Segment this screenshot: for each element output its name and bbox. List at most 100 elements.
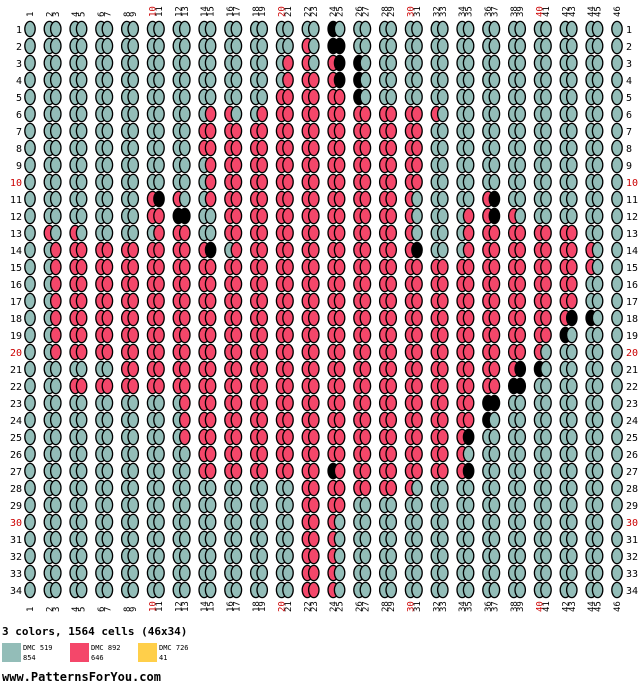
bead <box>127 241 140 259</box>
bead <box>204 513 217 531</box>
bead <box>333 241 346 259</box>
bead <box>75 309 88 327</box>
bead <box>49 156 62 174</box>
row-number-right: 18 <box>626 314 638 325</box>
bead <box>514 547 527 565</box>
bead <box>101 190 114 208</box>
bead <box>24 394 36 412</box>
bead <box>178 122 191 140</box>
bead <box>178 71 191 89</box>
row-number-right: 5 <box>626 93 632 104</box>
column-number-bottom: 13 <box>181 601 191 612</box>
bead <box>591 54 604 72</box>
bead <box>282 479 294 497</box>
bead <box>24 20 36 38</box>
bead <box>591 479 604 497</box>
bead <box>565 479 578 497</box>
bead <box>333 37 346 55</box>
bead <box>488 71 501 89</box>
bead <box>178 394 191 412</box>
column-number-bottom: 39 <box>516 601 526 612</box>
bead <box>204 292 217 310</box>
bead <box>540 292 552 310</box>
bead <box>178 241 191 259</box>
bead <box>591 105 604 123</box>
bead <box>204 564 217 582</box>
row-number-left: 11 <box>10 195 22 206</box>
bead <box>436 428 449 446</box>
bead <box>282 190 294 208</box>
bead <box>436 20 449 38</box>
bead <box>256 394 269 412</box>
bead <box>565 258 578 276</box>
bead <box>24 37 36 55</box>
bead <box>204 20 217 38</box>
bead <box>359 241 372 259</box>
bead <box>611 547 623 565</box>
bead <box>256 547 269 565</box>
bead <box>514 343 527 361</box>
bead <box>153 88 165 106</box>
bead <box>127 326 140 344</box>
bead <box>385 224 398 242</box>
bead <box>411 445 423 463</box>
bead <box>359 547 372 565</box>
bead <box>385 343 398 361</box>
bead <box>488 394 501 412</box>
bead <box>385 496 398 514</box>
bead <box>591 292 604 310</box>
bead <box>101 411 114 429</box>
row-number-right: 4 <box>626 76 632 87</box>
bead <box>282 275 294 293</box>
bead <box>282 377 294 395</box>
bead <box>230 496 243 514</box>
bead <box>462 207 475 225</box>
bead <box>591 394 604 412</box>
bead <box>24 54 36 72</box>
bead <box>333 105 346 123</box>
bead <box>153 207 165 225</box>
bead <box>540 394 552 412</box>
thread-code: DMC 519 <box>23 644 53 652</box>
bead <box>24 513 36 531</box>
bead <box>127 462 140 480</box>
bead <box>540 428 552 446</box>
row-number-left: 18 <box>10 314 22 325</box>
bead <box>540 377 552 395</box>
bead <box>462 139 475 157</box>
bead <box>540 462 552 480</box>
bead <box>204 394 217 412</box>
bead <box>24 224 36 242</box>
bead <box>256 581 269 599</box>
row-number-left: 32 <box>10 552 22 563</box>
bead <box>75 292 88 310</box>
bead <box>540 105 552 123</box>
bead <box>462 88 475 106</box>
bead <box>488 207 501 225</box>
bead <box>178 428 191 446</box>
bead <box>282 122 294 140</box>
bead <box>204 343 217 361</box>
bead <box>359 275 372 293</box>
bead <box>75 394 88 412</box>
column-number-top: 39 <box>516 6 526 17</box>
bead <box>591 37 604 55</box>
bead <box>178 309 191 327</box>
bead <box>436 530 449 548</box>
row-number-right: 14 <box>626 246 638 257</box>
bead <box>591 445 604 463</box>
bead <box>436 37 449 55</box>
bead <box>565 241 578 259</box>
bead <box>514 292 527 310</box>
bead <box>307 37 320 55</box>
bead <box>307 275 320 293</box>
bead <box>230 173 243 191</box>
row-number-left: 2 <box>16 42 22 53</box>
bead <box>488 530 501 548</box>
bead <box>282 156 294 174</box>
bead <box>307 394 320 412</box>
bead <box>178 190 191 208</box>
bead <box>307 190 320 208</box>
bead <box>333 445 346 463</box>
bead <box>385 530 398 548</box>
